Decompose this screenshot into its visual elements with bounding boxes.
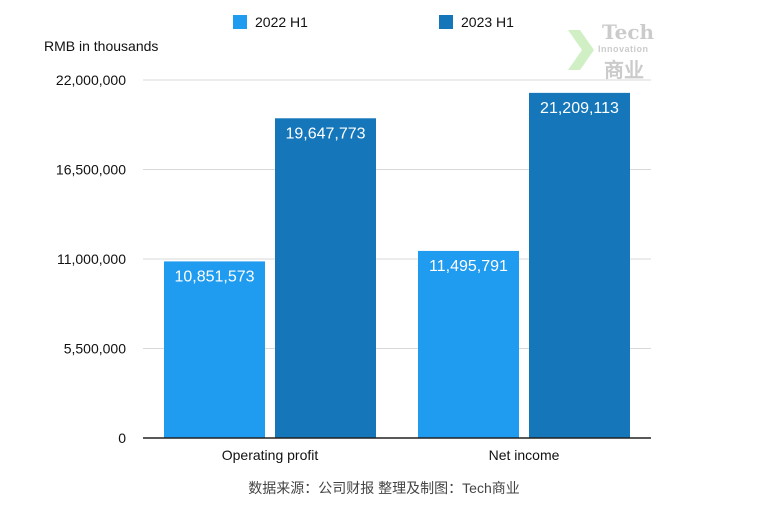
bar-data-label: 11,495,791: [429, 258, 508, 275]
legend-swatch-2023-h1: [439, 15, 453, 29]
watermark-arrow-icon: [568, 30, 594, 70]
watermark-cn-text: 商业: [604, 60, 644, 82]
source-caption: 数据来源：公司财报 整理及制图：Tech商业: [248, 480, 520, 496]
legend-label-2023-h1: 2023 H1: [461, 14, 514, 30]
bar-data-label: 21,209,113: [540, 100, 619, 117]
y-tick-label: 22,000,000: [56, 72, 126, 88]
legend-swatch-2022-h1: [233, 15, 247, 29]
bar-data-label: 10,851,573: [174, 268, 254, 285]
legend-label-2022-h1: 2022 H1: [255, 14, 308, 30]
x-tick-label: Net income: [489, 447, 560, 463]
y-tick-label: 0: [118, 430, 126, 446]
y-tick-label: 11,000,000: [57, 251, 126, 267]
bar: [418, 250, 519, 438]
y-tick-label: 16,500,000: [56, 162, 126, 178]
legend-item-2022-h1: 2022 H1: [233, 14, 308, 30]
y-axis-title: RMB in thousands: [44, 38, 159, 54]
bar: [529, 92, 630, 439]
bar-data-label: 19,647,773: [285, 125, 365, 142]
watermark-innovation-text: Innovation: [598, 44, 649, 54]
legend-item-2023-h1: 2023 H1: [439, 14, 514, 30]
bar: [164, 261, 265, 438]
tech-innovation-watermark-logo: Tech Innovation 商业: [560, 20, 660, 82]
x-tick-label: Operating profit: [222, 447, 319, 463]
watermark-tech-text: Tech: [602, 20, 655, 44]
bar: [275, 118, 376, 438]
y-tick-label: 5,500,000: [64, 341, 126, 357]
